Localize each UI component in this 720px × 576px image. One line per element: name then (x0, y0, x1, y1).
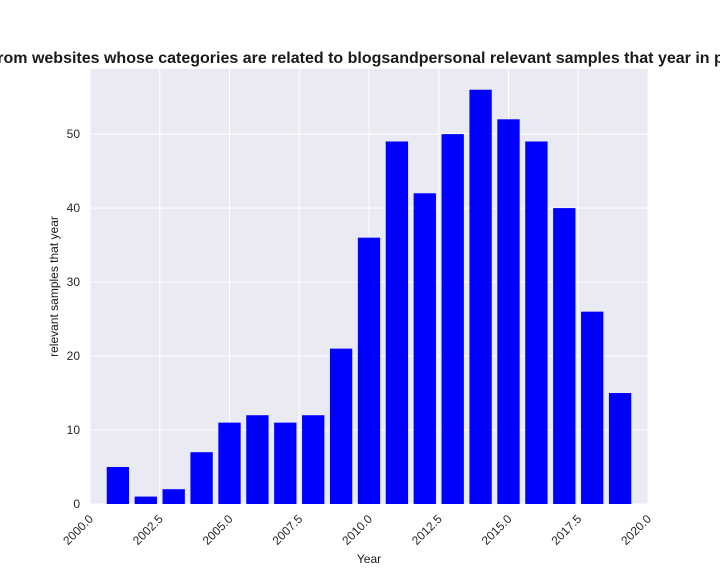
bar-2001 (106, 467, 130, 504)
bar-2004 (190, 452, 213, 504)
chart-title: Number of policies from websites whose c… (0, 50, 720, 67)
bar-2012 (413, 193, 436, 505)
y-tick-label: 40 (67, 201, 81, 215)
x-tick-labels: 2000.0 2002.5 2005.0 2007.5 2010.0 2012.5 2015… (60, 512, 654, 548)
bar-2018 (581, 311, 604, 504)
x-tick-label: 2012.5 (409, 512, 445, 548)
x-tick-label: 2015.0 (479, 512, 515, 548)
x-tick-label: 2007.5 (270, 512, 306, 548)
bar-2016 (525, 141, 548, 504)
x-tick-label: 2010.0 (339, 512, 375, 548)
x-tick-label: 2000.0 (60, 512, 96, 548)
y-axis-label: relevant samples that year (47, 216, 61, 357)
bar-2019 (608, 393, 632, 504)
bar-2017 (553, 208, 576, 504)
bar-2014 (469, 89, 492, 504)
bar-2015 (497, 119, 520, 504)
x-tick-label: 2017.5 (549, 512, 585, 548)
y-tick-labels: 0 10 20 30 40 50 (67, 127, 81, 511)
bar-2009 (329, 348, 353, 504)
bar-2013 (441, 134, 464, 504)
x-axis-label: Year (357, 552, 381, 566)
y-tick-label: 0 (73, 497, 80, 511)
y-tick-label: 50 (67, 127, 81, 141)
bar-2002 (134, 496, 157, 504)
bars (106, 89, 632, 505)
bar-2006 (246, 415, 269, 504)
x-tick-label: 2020.0 (618, 512, 654, 548)
bar-2003 (162, 489, 185, 504)
bar-2010 (357, 237, 381, 504)
x-tick-label: 2002.5 (130, 512, 166, 548)
y-tick-label: 10 (67, 423, 81, 437)
bar-2008 (302, 415, 325, 504)
y-tick-label: 30 (67, 275, 81, 289)
bar-2007 (274, 422, 297, 504)
y-tick-label: 20 (67, 349, 81, 363)
x-tick-label: 2005.0 (200, 512, 236, 548)
bar-2005 (218, 422, 241, 504)
bar-2011 (385, 141, 409, 504)
